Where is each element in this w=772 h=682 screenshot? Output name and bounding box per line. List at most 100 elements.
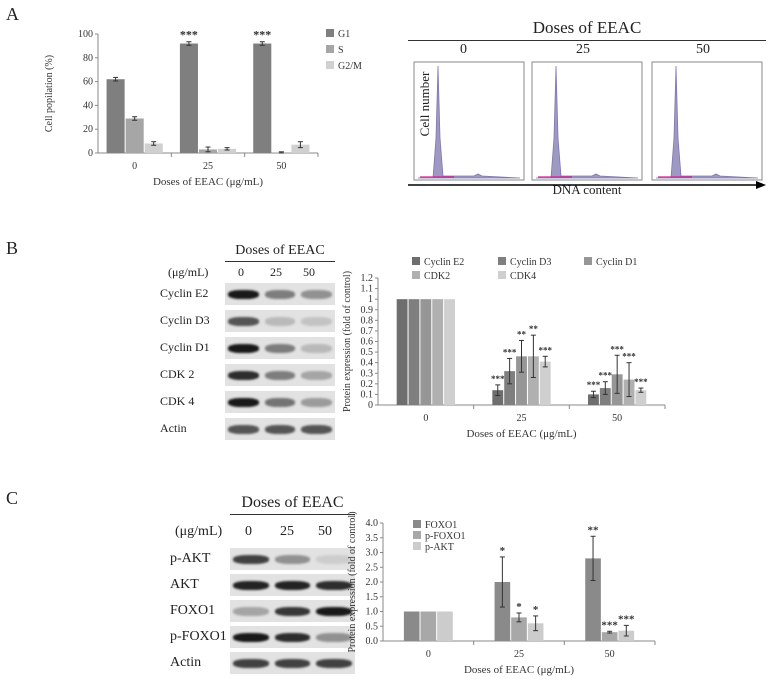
- blot-c-unit: (μg/mL): [175, 524, 223, 539]
- blot-c-dose-50: 50: [318, 524, 332, 539]
- blot-b-label-cyclin-d1: Cyclin D1: [160, 340, 210, 354]
- blot-band: [316, 554, 352, 564]
- legend-swatch: [412, 257, 420, 265]
- significance-mark: **: [517, 329, 527, 339]
- bar-p-foxo1: [420, 611, 437, 641]
- y-tick-label: 0: [368, 400, 373, 411]
- blot-band: [233, 554, 269, 564]
- bar-g1: [106, 79, 125, 153]
- blot-band: [264, 424, 296, 434]
- significance-mark: ***: [599, 371, 613, 381]
- histogram-peak: [418, 65, 521, 179]
- histogram-peak: [656, 65, 759, 179]
- bar-foxo1: [494, 582, 511, 641]
- flow-xlabel: DNA content: [552, 182, 622, 197]
- y-tick-label: 0.2: [361, 379, 374, 390]
- blot-band: [301, 343, 332, 353]
- bar-p-foxo1: [511, 617, 527, 641]
- legend-label: CDK2: [424, 271, 450, 282]
- panel-letter-a: A: [6, 4, 19, 24]
- y-tick-label: 0.6: [361, 337, 374, 348]
- blot-band: [301, 289, 332, 299]
- flow-dose-0: 0: [460, 42, 467, 57]
- significance-mark: *: [516, 601, 522, 613]
- legend-label: G2/M: [338, 61, 362, 72]
- bar-p-akt: [527, 623, 544, 641]
- significance-mark: ***: [634, 377, 648, 387]
- bar-g2-m: [291, 144, 310, 153]
- y-tick-label: 100: [78, 29, 93, 40]
- legend-swatch: [412, 271, 420, 279]
- blot-band: [264, 316, 296, 326]
- y-tick-label: 40: [83, 100, 93, 111]
- blot-band: [274, 632, 311, 642]
- x-axis-label: Doses of EEAC (μg/mL): [153, 176, 263, 188]
- blot-b-label-cyclin-d3: Cyclin D3: [160, 313, 210, 327]
- flow-title: Doses of EEAC: [532, 18, 642, 37]
- blot-c-label-akt: AKT: [170, 577, 199, 592]
- significance-mark: ***: [491, 374, 505, 384]
- legend-label: Cyclin D3: [510, 257, 551, 268]
- blot-band: [316, 606, 352, 616]
- x-tick-label: 50: [612, 413, 622, 424]
- panel-letter-b: B: [6, 238, 19, 258]
- western-blot-b: Doses of EEAC (μg/mL) 0 25 50 Cyclin E2 C…: [160, 243, 335, 440]
- x-tick-label: 25: [517, 413, 527, 424]
- legend-label: G1: [338, 29, 350, 40]
- bar-foxo1: [403, 611, 420, 641]
- bar-g2-m: [144, 143, 163, 153]
- legend-swatch: [498, 271, 506, 279]
- blot-band: [228, 397, 259, 407]
- bar-cyclin-e2: [492, 390, 504, 405]
- y-tick-label: 0.9: [361, 305, 374, 316]
- y-tick-label: 3.0: [366, 548, 379, 559]
- significance-mark: ***: [601, 619, 618, 631]
- significance-mark: ***: [538, 345, 552, 355]
- x-axis-label: Doses of EEAC (μg/mL): [466, 428, 576, 440]
- histogram-frame: [651, 61, 763, 181]
- blot-b-unit: (μg/mL): [168, 265, 209, 279]
- y-tick-label: 0.5: [361, 347, 374, 358]
- blot-band: [233, 580, 269, 590]
- bar-cyclin-e2: [588, 394, 599, 405]
- bar-cyclin-d3: [599, 388, 611, 405]
- y-tick-label: 1: [368, 294, 373, 305]
- blot-band: [264, 397, 296, 407]
- blot-band: [316, 658, 352, 668]
- significance-mark: *: [533, 604, 539, 616]
- y-tick-label: 2.0: [366, 577, 379, 588]
- blot-c-label-p-foxo1: p-FOXO1: [170, 629, 227, 644]
- blot-band: [233, 606, 269, 616]
- blot-c-dose-25: 25: [280, 524, 294, 539]
- blot-band: [233, 632, 269, 642]
- blot-c-label-foxo1: FOXO1: [170, 603, 216, 618]
- legend-label: S: [338, 45, 344, 56]
- legend-swatch: [498, 257, 506, 265]
- bar-cyclin-d3: [504, 371, 516, 405]
- y-tick-label: 0.7: [361, 326, 374, 337]
- x-axis-label: Doses of EEAC (μg/mL): [464, 664, 574, 676]
- legend-swatch: [413, 531, 421, 539]
- blot-b-dose-0: 0: [238, 265, 244, 279]
- panel-letter-c: C: [6, 488, 19, 508]
- significance-mark: ***: [618, 613, 635, 625]
- legend-label: p-FOXO1: [425, 531, 466, 542]
- y-axis-label: Protein expression (fold of control): [342, 271, 353, 412]
- bar-cyclin-d1: [516, 356, 527, 405]
- flow-x-arrowhead: [756, 181, 766, 189]
- y-tick-label: 20: [83, 124, 93, 135]
- blot-b-dose-25: 25: [270, 265, 282, 279]
- y-tick-label: 1.0: [366, 607, 379, 618]
- blot-band: [228, 424, 259, 434]
- blot-band: [316, 632, 352, 642]
- histogram-frame: [413, 61, 525, 181]
- histogram-peak: [536, 65, 639, 179]
- blot-band: [264, 289, 296, 299]
- significance-mark: ***: [503, 347, 517, 357]
- chart-a-cell-cycle: 0 20 40 60 80 100 0 25 *** 50 *** Doses of EEAC (μg…: [44, 28, 362, 188]
- blot-band: [301, 370, 332, 380]
- bar-s: [125, 118, 144, 153]
- significance-mark: ***: [610, 344, 624, 354]
- blot-b-dose-50: 50: [303, 265, 315, 279]
- blot-b-title: Doses of EEAC: [235, 243, 325, 258]
